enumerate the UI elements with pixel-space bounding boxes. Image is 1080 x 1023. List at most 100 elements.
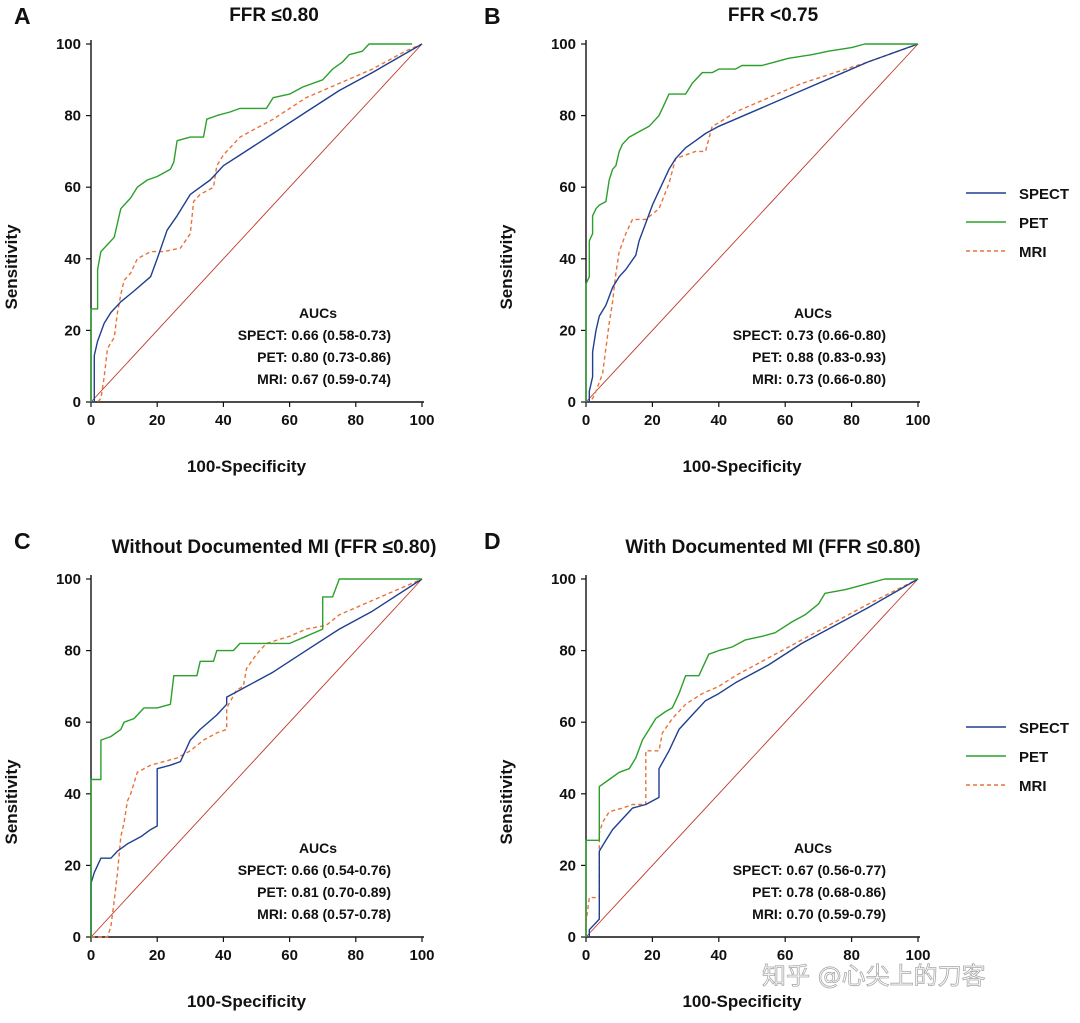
x-tick-label: 60 bbox=[777, 947, 794, 964]
x-tick-label: 80 bbox=[347, 947, 364, 964]
panel-letter: C bbox=[14, 528, 31, 554]
x-tick-label: 80 bbox=[843, 947, 860, 964]
y-tick-label: 80 bbox=[559, 643, 576, 660]
auc-heading: AUCs bbox=[794, 840, 832, 856]
y-tick-label: 80 bbox=[64, 108, 81, 125]
series-line-pet bbox=[90, 578, 422, 937]
x-axis-title: 100-Specificity bbox=[682, 457, 802, 476]
auc-line: MRI: 0.67 (0.59-0.74) bbox=[257, 371, 391, 387]
series-line-spect bbox=[586, 578, 919, 938]
legend-label: SPECT bbox=[1019, 720, 1069, 737]
y-tick-label: 40 bbox=[64, 251, 81, 268]
panel-title: FFR <0.75 bbox=[728, 5, 819, 26]
x-tick-label: 0 bbox=[87, 412, 95, 429]
x-tick-label: 20 bbox=[149, 947, 166, 964]
panel-c: C Without Documented MI (FFR ≤0.80) 0 20 40 6… bbox=[2, 528, 436, 1011]
y-tick-label: 40 bbox=[64, 786, 81, 803]
auc-line: SPECT: 0.67 (0.56-0.77) bbox=[733, 862, 886, 878]
y-tick-label: 100 bbox=[56, 36, 81, 53]
x-tick-label: 0 bbox=[582, 947, 590, 964]
series-line-spect bbox=[91, 43, 423, 403]
panel-a: A FFR ≤0.80 0 20 40 60 80 100 0 20 40 60 80 100 100-Sp… bbox=[2, 3, 435, 476]
reference-diagonal-line bbox=[90, 578, 423, 938]
y-axis-title: Sensitivity bbox=[2, 759, 21, 845]
panel-b: B FFR <0.75 0 20 40 60 80 100 0 20 40 60 80 100 100-Sp… bbox=[484, 3, 931, 476]
x-axis-title: 100-Specificity bbox=[187, 457, 307, 476]
series-line-spect bbox=[90, 578, 423, 937]
x-tick-label: 0 bbox=[87, 947, 95, 964]
y-tick-label: 20 bbox=[64, 857, 81, 874]
series-line-pet bbox=[585, 43, 918, 402]
y-tick-label: 40 bbox=[559, 251, 576, 268]
y-tick-label: 0 bbox=[568, 929, 576, 946]
x-tick-label: 100 bbox=[905, 947, 930, 964]
legend: SPECT PET MRI bbox=[966, 186, 1069, 261]
x-tick-label: 40 bbox=[215, 947, 232, 964]
y-tick-label: 60 bbox=[559, 179, 576, 196]
reference-diagonal-line bbox=[585, 578, 919, 938]
y-tick-label: 60 bbox=[64, 714, 81, 731]
series-line-mri bbox=[585, 578, 919, 937]
x-tick-label: 100 bbox=[905, 412, 930, 429]
reference-diagonal-line bbox=[90, 43, 423, 403]
x-tick-label: 20 bbox=[644, 412, 661, 429]
y-tick-label: 80 bbox=[64, 643, 81, 660]
x-tick-label: 60 bbox=[281, 412, 298, 429]
series-line-spect bbox=[586, 43, 919, 403]
x-axis-title: 100-Specificity bbox=[187, 992, 307, 1011]
panel-title: FFR ≤0.80 bbox=[229, 5, 319, 26]
legend: SPECT PET MRI bbox=[966, 720, 1069, 795]
x-tick-label: 60 bbox=[281, 947, 298, 964]
y-tick-label: 100 bbox=[551, 36, 576, 53]
panel-title: With Documented MI (FFR ≤0.80) bbox=[625, 537, 920, 558]
x-tick-label: 80 bbox=[347, 412, 364, 429]
auc-line: MRI: 0.70 (0.59-0.79) bbox=[752, 906, 886, 922]
auc-line: SPECT: 0.73 (0.66-0.80) bbox=[733, 327, 886, 343]
auc-line: PET: 0.78 (0.68-0.86) bbox=[752, 884, 886, 900]
y-tick-label: 60 bbox=[64, 179, 81, 196]
reference-diagonal-line bbox=[585, 43, 919, 403]
y-tick-label: 20 bbox=[559, 857, 576, 874]
auc-heading: AUCs bbox=[299, 840, 337, 856]
y-tick-label: 20 bbox=[64, 322, 81, 339]
x-tick-label: 80 bbox=[843, 412, 860, 429]
y-axis-title: Sensitivity bbox=[2, 224, 21, 310]
legend-label: MRI bbox=[1019, 778, 1047, 795]
auc-heading: AUCs bbox=[299, 305, 337, 321]
x-tick-label: 40 bbox=[710, 947, 727, 964]
x-axis-title: 100-Specificity bbox=[682, 992, 802, 1011]
x-tick-label: 60 bbox=[777, 412, 794, 429]
auc-line: SPECT: 0.66 (0.58-0.73) bbox=[238, 327, 391, 343]
series-line-mri bbox=[91, 578, 423, 938]
y-tick-label: 0 bbox=[568, 394, 576, 411]
watermark-text: 知乎 @心尖上的刀客 bbox=[762, 962, 986, 990]
y-tick-label: 100 bbox=[56, 571, 81, 588]
auc-line: SPECT: 0.66 (0.54-0.76) bbox=[238, 862, 391, 878]
x-tick-label: 100 bbox=[409, 947, 434, 964]
legend-label: SPECT bbox=[1019, 186, 1069, 203]
auc-line: PET: 0.81 (0.70-0.89) bbox=[257, 884, 391, 900]
y-tick-label: 0 bbox=[73, 394, 81, 411]
legend-label: PET bbox=[1019, 215, 1048, 232]
y-axis-title: Sensitivity bbox=[497, 759, 516, 845]
auc-line: PET: 0.88 (0.83-0.93) bbox=[752, 349, 886, 365]
x-tick-label: 20 bbox=[644, 947, 661, 964]
auc-heading: AUCs bbox=[794, 305, 832, 321]
series-line-pet bbox=[90, 43, 413, 402]
panel-letter: D bbox=[484, 528, 501, 554]
y-tick-label: 80 bbox=[559, 108, 576, 125]
auc-line: PET: 0.80 (0.73-0.86) bbox=[257, 349, 391, 365]
series-line-mri bbox=[91, 43, 423, 403]
panel-letter: B bbox=[484, 3, 501, 29]
legend-label: MRI bbox=[1019, 244, 1047, 261]
x-tick-label: 20 bbox=[149, 412, 166, 429]
y-tick-label: 0 bbox=[73, 929, 81, 946]
series-line-pet bbox=[585, 578, 918, 937]
y-tick-label: 100 bbox=[551, 571, 576, 588]
series-line-mri bbox=[586, 43, 919, 403]
panel-letter: A bbox=[14, 3, 31, 29]
auc-line: MRI: 0.73 (0.66-0.80) bbox=[752, 371, 886, 387]
auc-line: MRI: 0.68 (0.57-0.78) bbox=[257, 906, 391, 922]
y-tick-label: 40 bbox=[559, 786, 576, 803]
